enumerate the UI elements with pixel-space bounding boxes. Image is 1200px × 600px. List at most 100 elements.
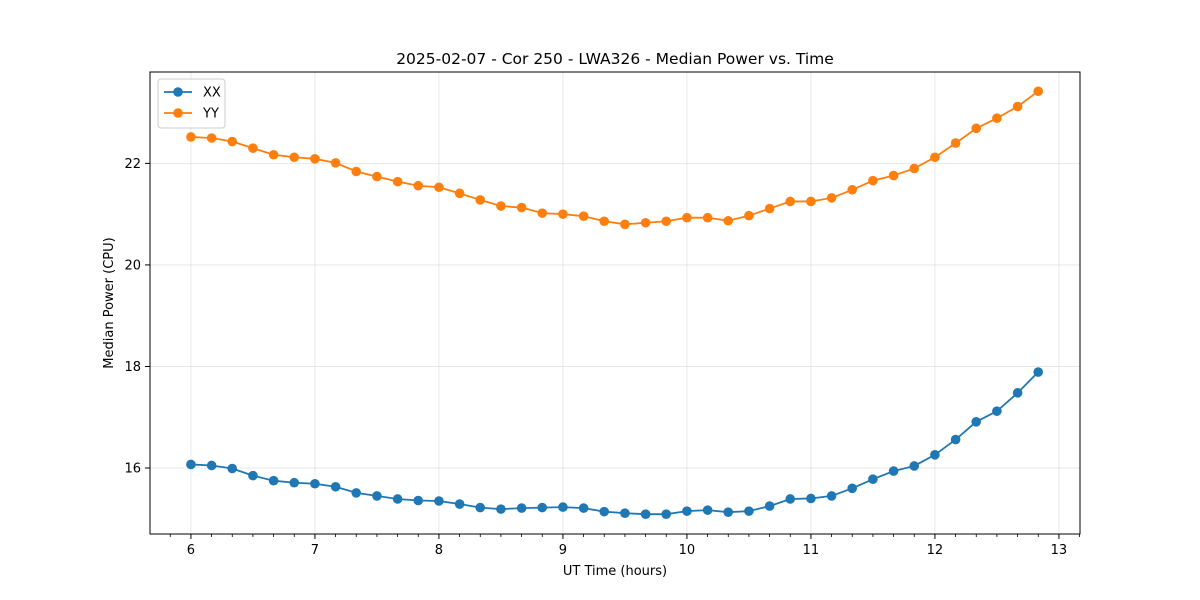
legend-label-yy: YY [202,107,219,122]
x-tick-label: 7 [311,543,319,558]
data-point-xx [289,477,300,488]
data-point-xx [868,474,878,484]
data-point-xx [764,501,775,511]
data-point-yy [682,212,692,223]
data-point-xx [785,494,796,504]
legend-marker-xx [173,87,183,97]
y-tick-label: 18 [124,360,141,375]
x-tick-label: 9 [559,543,567,558]
data-point-xx [950,434,961,445]
data-point-yy [785,196,796,207]
y-tick-label: 22 [124,157,141,172]
data-point-yy [702,212,713,223]
data-point-yy [723,215,734,226]
data-point-xx [537,502,548,513]
data-point-yy [599,216,610,227]
data-point-xx [930,450,940,460]
data-point-yy [744,210,754,221]
data-point-xx [516,503,527,513]
y-tick-label: 16 [124,462,141,477]
data-point-yy [868,175,878,186]
data-point-xx [1033,367,1044,377]
data-point-yy [950,138,961,148]
data-point-xx [1012,388,1023,398]
data-point-xx [186,459,196,470]
data-point-yy [434,182,444,193]
data-point-yy [186,132,196,142]
y-tick-label: 20 [124,258,141,273]
data-point-xx [454,499,465,509]
data-point-yy [413,180,424,191]
data-point-yy [806,196,816,207]
data-point-xx [330,481,341,492]
series-layer [186,86,1044,519]
data-point-xx [599,506,610,517]
data-point-xx [392,494,403,504]
data-point-xx [971,417,982,427]
legend-marker-yy [173,108,183,118]
x-axis-label: UT Time (hours) [563,564,667,579]
data-point-xx [806,493,816,504]
data-point-xx [558,502,568,512]
data-point-yy [1033,86,1044,97]
data-point-xx [909,461,920,471]
data-point-yy [847,184,858,195]
data-point-yy [475,195,486,205]
data-point-xx [723,507,734,517]
data-point-yy [661,216,672,227]
x-tick-label: 13 [1051,543,1068,558]
y-axis-label: Median Power (CPU) [102,237,117,368]
data-point-xx [227,463,238,474]
data-point-xx [620,508,630,518]
x-tick-label: 6 [187,543,195,558]
data-point-xx [826,491,837,501]
data-point-xx [475,502,486,513]
data-point-yy [971,123,982,134]
data-point-xx [372,491,382,501]
data-point-xx [248,470,258,481]
data-point-yy [268,149,279,160]
data-point-yy [578,211,589,221]
data-point-yy [454,188,465,199]
data-point-yy [289,152,300,163]
data-point-yy [496,201,506,211]
data-point-yy [351,166,362,177]
data-point-xx [744,506,754,516]
data-point-yy [620,219,630,230]
data-point-yy [909,163,920,174]
data-point-yy [992,113,1002,123]
x-tick-label: 12 [927,543,944,558]
data-point-xx [702,505,713,515]
legend: XX YY [157,78,226,129]
data-point-xx [351,488,362,498]
data-point-yy [392,176,403,187]
data-point-xx [992,406,1002,416]
grid [150,72,1080,534]
data-point-xx [661,509,672,519]
data-point-yy [330,158,341,168]
data-point-yy [310,154,320,164]
data-point-xx [578,503,589,513]
data-point-xx [640,509,651,519]
data-point-xx [310,478,320,489]
plot-frame [149,71,1081,535]
legend-label-xx: XX [203,86,221,101]
x-tick-label: 10 [679,543,696,558]
data-point-xx [888,466,899,476]
data-point-yy [227,136,238,147]
data-point-yy [558,209,568,219]
x-tick-label: 8 [435,543,443,558]
data-point-xx [413,495,424,506]
x-tick-label: 11 [803,543,820,558]
data-point-xx [206,460,217,471]
axes-ticks: 6 7 8 9 10 11 12 13 16 18 20 22 [124,157,1080,558]
data-point-yy [640,217,651,228]
data-point-xx [434,496,444,506]
data-point-xx [847,483,858,494]
data-point-yy [1012,101,1023,112]
data-point-yy [516,202,527,213]
data-point-yy [537,208,548,218]
data-point-yy [888,170,899,181]
data-point-xx [682,506,692,516]
